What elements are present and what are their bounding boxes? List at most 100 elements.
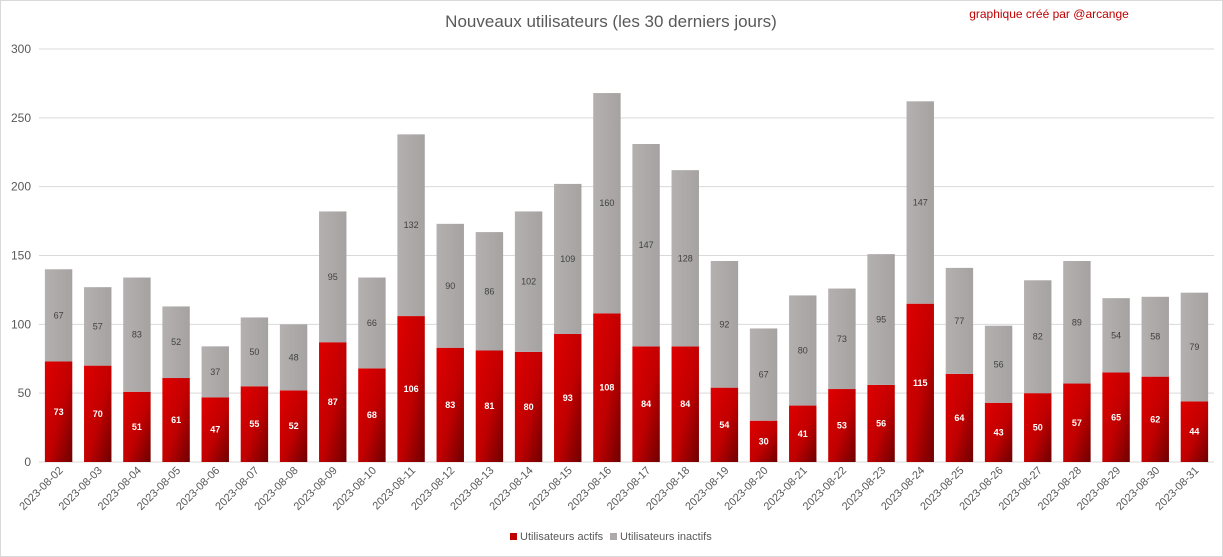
bar-inactive-2023-08-09 bbox=[319, 211, 347, 343]
data-label-inactive: 52 bbox=[171, 337, 181, 347]
bar-active-2023-08-04 bbox=[123, 391, 151, 462]
legend-swatch-inactive bbox=[610, 533, 617, 540]
bar-inactive-2023-08-14 bbox=[514, 211, 543, 352]
data-label-active: 54 bbox=[719, 420, 729, 430]
bar-inactive-2023-08-06 bbox=[201, 346, 229, 398]
bar-inactive-2023-08-30 bbox=[1141, 296, 1169, 377]
bar-active-2023-08-20 bbox=[749, 420, 778, 462]
data-label-inactive: 83 bbox=[132, 330, 142, 340]
data-label-active: 55 bbox=[249, 419, 259, 429]
data-label-active: 41 bbox=[798, 429, 808, 439]
data-label-inactive: 77 bbox=[954, 316, 964, 326]
data-label-active: 30 bbox=[759, 436, 769, 446]
bar-inactive-2023-08-10 bbox=[358, 277, 386, 369]
data-label-active: 84 bbox=[680, 399, 690, 409]
bar-active-2023-08-12 bbox=[436, 347, 464, 462]
y-tick-label: 250 bbox=[11, 111, 31, 125]
bar-inactive-2023-08-26 bbox=[984, 325, 1013, 403]
data-label-inactive: 95 bbox=[876, 315, 886, 325]
bar-inactive-2023-08-12 bbox=[436, 223, 464, 348]
data-label-inactive: 54 bbox=[1111, 330, 1121, 340]
data-label-inactive: 90 bbox=[445, 281, 455, 291]
bar-inactive-2023-08-24 bbox=[906, 101, 934, 304]
data-label-inactive: 80 bbox=[798, 345, 808, 355]
bar-active-2023-08-23 bbox=[867, 384, 895, 462]
data-label-active: 57 bbox=[1072, 418, 1082, 428]
data-label-inactive: 92 bbox=[719, 319, 729, 329]
data-label-inactive: 109 bbox=[560, 254, 575, 264]
bar-inactive-2023-08-17 bbox=[632, 143, 660, 347]
data-label-active: 83 bbox=[445, 400, 455, 410]
data-label-inactive: 56 bbox=[994, 359, 1004, 369]
data-label-active: 81 bbox=[484, 401, 494, 411]
bar-active-2023-08-21 bbox=[789, 405, 817, 462]
bar-active-2023-08-24 bbox=[906, 303, 934, 462]
bar-active-2023-08-13 bbox=[475, 350, 504, 462]
data-label-inactive: 132 bbox=[404, 220, 419, 230]
bar-active-2023-08-22 bbox=[828, 389, 856, 462]
data-label-active: 80 bbox=[524, 402, 534, 412]
bar-inactive-2023-08-13 bbox=[475, 232, 504, 351]
bar-active-2023-08-08 bbox=[279, 390, 308, 462]
data-label-inactive: 73 bbox=[837, 334, 847, 344]
data-label-active: 43 bbox=[994, 427, 1004, 437]
bar-active-2023-08-09 bbox=[319, 342, 347, 462]
data-label-active: 61 bbox=[171, 415, 181, 425]
bar-inactive-2023-08-02 bbox=[44, 269, 73, 362]
data-label-active: 47 bbox=[210, 425, 220, 435]
bar-inactive-2023-08-31 bbox=[1180, 292, 1209, 402]
data-label-active: 70 bbox=[93, 409, 103, 419]
bar-active-2023-08-18 bbox=[671, 346, 699, 462]
bar-inactive-2023-08-20 bbox=[749, 328, 778, 421]
bar-active-2023-08-03 bbox=[84, 365, 112, 462]
data-label-inactive: 37 bbox=[210, 367, 220, 377]
data-label-inactive: 128 bbox=[678, 253, 693, 263]
data-label-inactive: 89 bbox=[1072, 317, 1082, 327]
data-label-active: 106 bbox=[404, 384, 419, 394]
bar-inactive-2023-08-11 bbox=[397, 134, 425, 317]
bar-active-2023-08-02 bbox=[44, 361, 73, 462]
data-label-inactive: 102 bbox=[521, 277, 536, 287]
bar-inactive-2023-08-15 bbox=[554, 183, 582, 334]
data-label-inactive: 58 bbox=[1150, 332, 1160, 342]
data-label-inactive: 66 bbox=[367, 318, 377, 328]
data-label-active: 64 bbox=[954, 413, 964, 423]
data-label-active: 87 bbox=[328, 397, 338, 407]
bar-inactive-2023-08-16 bbox=[593, 93, 621, 314]
bar-active-2023-08-06 bbox=[201, 397, 229, 462]
bar-inactive-2023-08-08 bbox=[279, 324, 308, 391]
y-tick-label: 150 bbox=[11, 249, 31, 263]
bar-active-2023-08-28 bbox=[1063, 383, 1091, 462]
bar-inactive-2023-08-25 bbox=[945, 267, 974, 374]
bar-inactive-2023-08-07 bbox=[240, 317, 269, 387]
data-label-active: 52 bbox=[289, 421, 299, 431]
data-label-inactive: 79 bbox=[1189, 342, 1199, 352]
data-label-inactive: 147 bbox=[639, 240, 654, 250]
y-tick-label: 200 bbox=[11, 180, 31, 194]
data-label-inactive: 82 bbox=[1033, 332, 1043, 342]
data-label-active: 68 bbox=[367, 410, 377, 420]
bar-active-2023-08-10 bbox=[358, 368, 386, 462]
data-label-active: 50 bbox=[1033, 423, 1043, 433]
bar-active-2023-08-30 bbox=[1141, 376, 1169, 462]
data-label-active: 65 bbox=[1111, 412, 1121, 422]
data-label-inactive: 50 bbox=[249, 347, 259, 357]
bar-inactive-2023-08-21 bbox=[789, 295, 817, 406]
bar-active-2023-08-07 bbox=[240, 386, 269, 462]
bar-active-2023-08-31 bbox=[1180, 401, 1209, 462]
chart-credit: graphique créé par @arcange bbox=[969, 7, 1129, 21]
bar-inactive-2023-08-29 bbox=[1102, 298, 1130, 373]
data-label-active: 84 bbox=[641, 399, 651, 409]
data-label-active: 73 bbox=[54, 407, 64, 417]
data-label-inactive: 86 bbox=[484, 286, 494, 296]
bar-active-2023-08-19 bbox=[710, 387, 739, 462]
legend-label-inactive: Utilisateurs inactifs bbox=[620, 531, 712, 543]
data-label-inactive: 147 bbox=[913, 197, 928, 207]
y-tick-label: 50 bbox=[18, 386, 32, 400]
data-label-inactive: 67 bbox=[759, 370, 769, 380]
y-tick-label: 300 bbox=[11, 42, 31, 56]
data-label-active: 56 bbox=[876, 418, 886, 428]
bar-active-2023-08-29 bbox=[1102, 372, 1130, 462]
bar-inactive-2023-08-27 bbox=[1024, 280, 1052, 394]
